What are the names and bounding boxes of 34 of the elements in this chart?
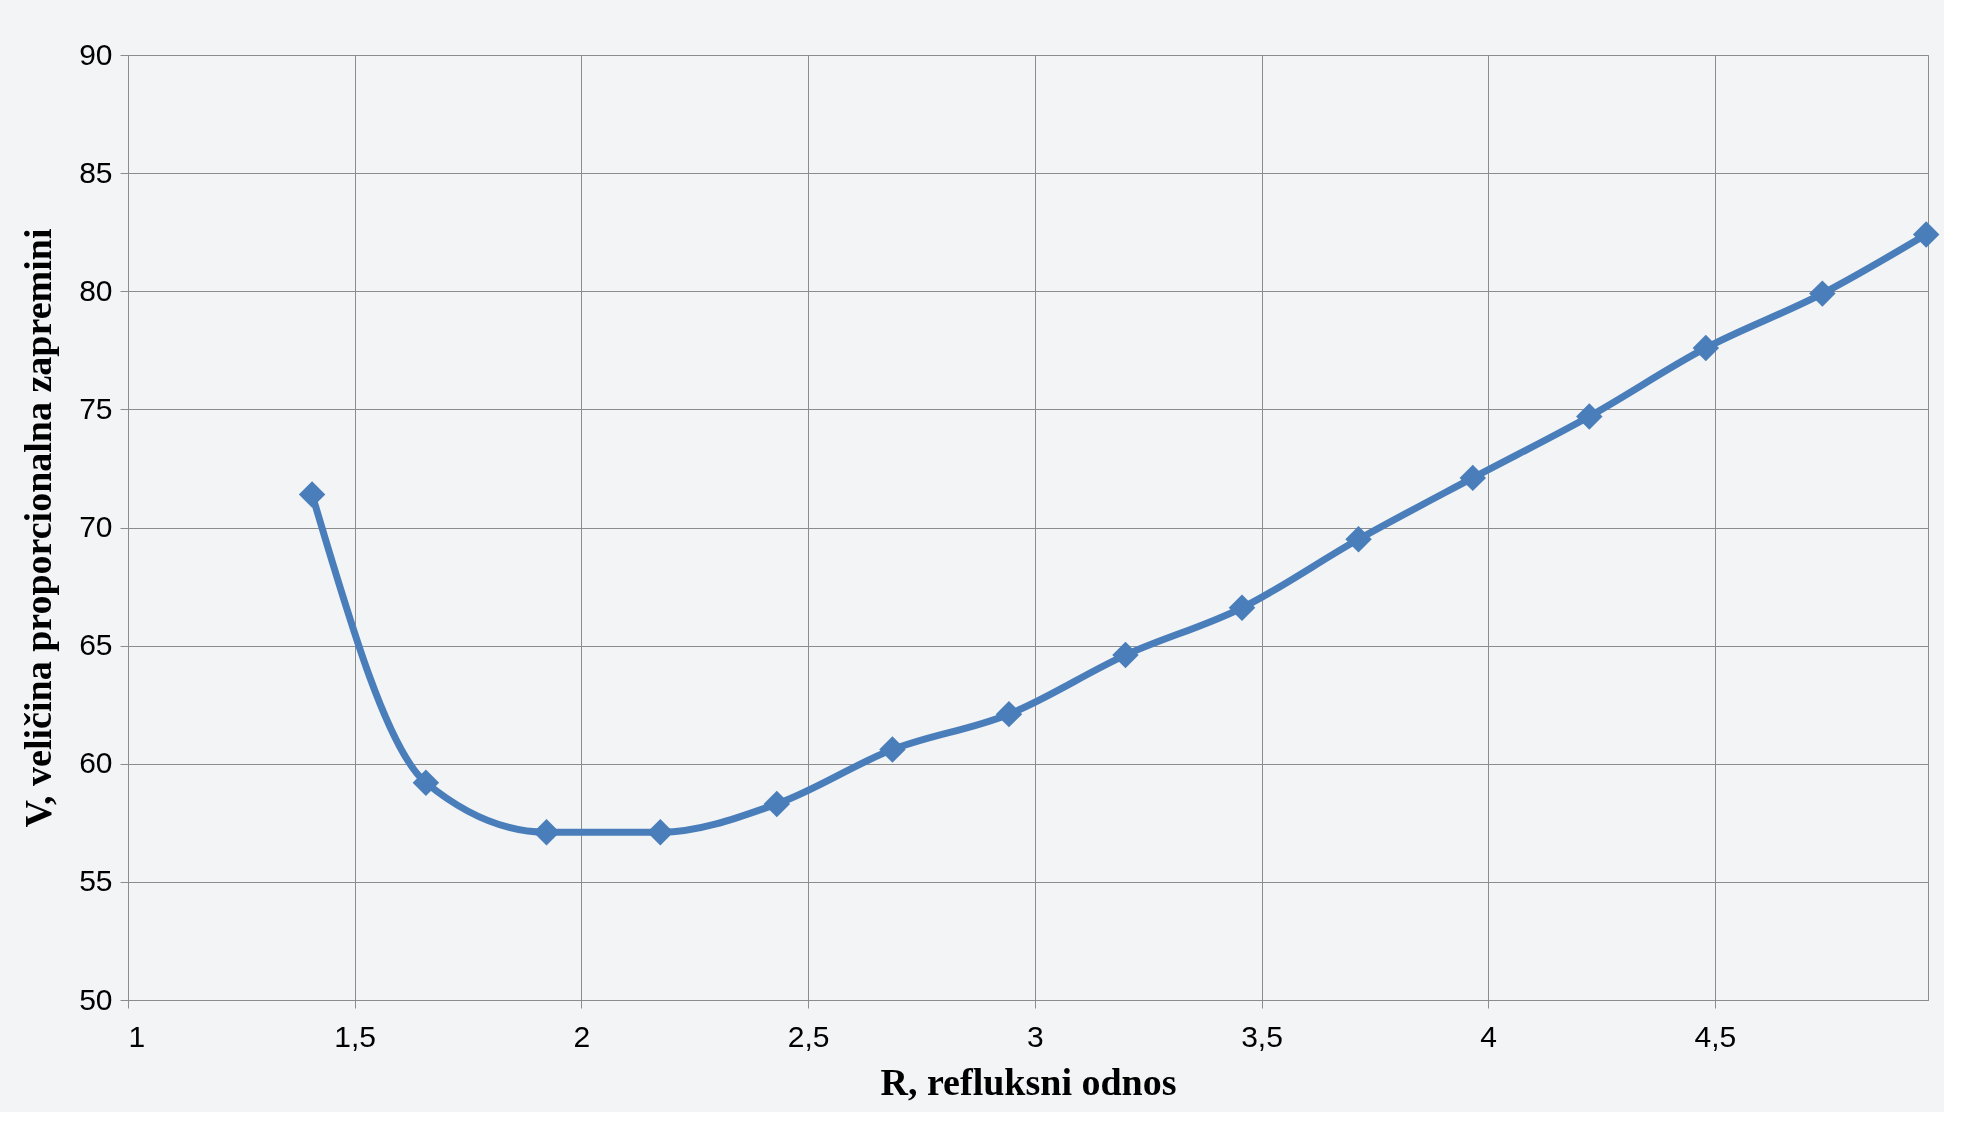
point (1459, 464, 1487, 492)
y-tick-label: 80 (79, 273, 113, 307)
point (1809, 280, 1836, 307)
x-tick-label: 1,5 (334, 1019, 377, 1053)
x-axis-title: R, refluksni odnos (880, 1060, 1177, 1103)
x-tick-label: 2 (573, 1019, 591, 1053)
point (995, 700, 1023, 728)
point (1912, 221, 1940, 248)
point (1345, 526, 1372, 553)
y-tick-label: 55 (79, 864, 113, 898)
point (1228, 594, 1256, 622)
point (1692, 334, 1720, 362)
y-tick-label: 60 (79, 746, 113, 780)
point (763, 790, 791, 818)
x-tick-label: 3 (1026, 1019, 1044, 1053)
x-tick-label: 4 (1480, 1019, 1498, 1053)
y-tick-label: 90 (79, 37, 113, 71)
y-tick-label: 70 (79, 510, 113, 543)
point (412, 769, 440, 796)
y-tick-label: 85 (79, 155, 113, 189)
point (647, 819, 674, 846)
x-tick-label: 4,5 (1694, 1019, 1737, 1053)
x-tick-label: 3,5 (1241, 1019, 1283, 1053)
y-axis-title: V, veličina proporcionalna zapremini (17, 228, 60, 828)
x-tick-label: 1 (128, 1019, 146, 1053)
x-tick-label: 2,5 (787, 1019, 830, 1053)
point (1112, 641, 1139, 669)
point (298, 481, 326, 508)
point (533, 819, 560, 846)
point (879, 736, 906, 763)
point (1576, 403, 1603, 430)
y-tick-label: 50 (79, 982, 113, 1016)
y-tick-label: 65 (79, 628, 113, 662)
y-tick-label: 75 (79, 391, 113, 425)
